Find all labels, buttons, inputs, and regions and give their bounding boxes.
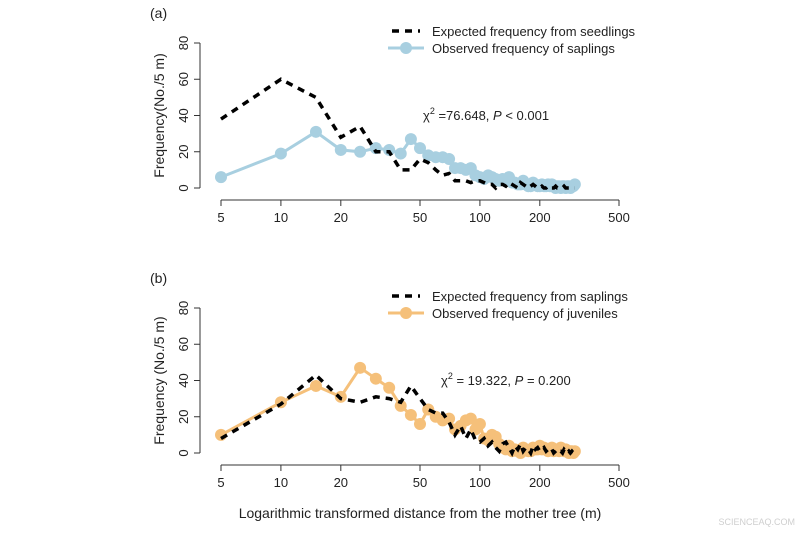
x-tick-label: 20 <box>334 475 348 490</box>
panel-a: (a) 0 20 40 60 80 Frequency(No./5 m) 5 10 20 50 100… <box>150 5 636 225</box>
panel-label: (a) <box>150 5 167 21</box>
x-tick-label: 50 <box>413 475 427 490</box>
chi-square-annotation: χ2 = 19.322, P = 0.200 <box>441 371 571 388</box>
x-tick-label: 500 <box>608 475 630 490</box>
y-tick-label: 20 <box>176 145 191 159</box>
observed-data-point <box>414 142 426 155</box>
observed-data-point <box>443 153 456 165</box>
observed-data-point <box>394 399 407 412</box>
observed-data-point <box>394 147 407 160</box>
y-tick-label: 60 <box>176 337 191 351</box>
x-tick-label: 5 <box>217 475 224 490</box>
x-tick-label: 100 <box>469 475 491 490</box>
y-axis-label: Frequency (No./5 m) <box>151 316 167 444</box>
statistic-value: =76.648, <box>435 108 493 123</box>
legend-expected-label: Expected frequency from seedlings <box>432 24 636 39</box>
superscript: 2 <box>430 106 435 116</box>
observed-data-point <box>354 145 367 158</box>
observed-data-point <box>383 381 396 394</box>
observed-data-point <box>274 147 287 160</box>
observed-data-point <box>404 133 417 146</box>
chi-symbol: χ <box>423 108 430 123</box>
p-value: < 0.001 <box>502 108 549 123</box>
y-tick-label: 40 <box>176 373 191 387</box>
observed-data-point <box>309 379 322 392</box>
observed-data-point <box>568 178 581 191</box>
observed-data-point <box>568 445 581 458</box>
x-tick-label: 100 <box>469 210 491 225</box>
legend-observed-marker <box>400 307 412 319</box>
y-tick-label: 0 <box>176 449 191 456</box>
p-symbol: P <box>515 373 524 388</box>
panel-label: (b) <box>150 270 167 286</box>
x-tick-label: 50 <box>413 210 427 225</box>
chi-symbol: χ <box>441 373 448 388</box>
statistic-value: = 19.322, <box>453 373 515 388</box>
y-tick-label: 80 <box>176 301 191 315</box>
y-tick-label: 20 <box>176 410 191 424</box>
observed-data-point <box>383 143 396 156</box>
y-tick-label: 40 <box>176 108 191 122</box>
observed-data-point <box>354 361 367 374</box>
observed-data-point <box>404 408 417 421</box>
observed-data-point <box>473 418 486 430</box>
x-tick-label: 20 <box>334 210 348 225</box>
x-tick-label: 200 <box>529 210 551 225</box>
observed-data-point <box>464 412 477 425</box>
observed-data-point <box>215 171 227 184</box>
watermark: SCIENCEAQ.COM <box>718 517 795 527</box>
legend-observed-label: Observed frequency of saplings <box>432 41 615 56</box>
y-tick-label: 0 <box>176 184 191 191</box>
y-tick-label: 60 <box>176 72 191 86</box>
legend-observed-marker <box>400 42 412 54</box>
p-value: = 0.200 <box>523 373 570 388</box>
chi-square-annotation: χ2 =76.648, P < 0.001 <box>423 106 549 123</box>
expected-series-line <box>220 372 577 458</box>
y-axis-label: Frequency(No./5 m) <box>151 53 167 177</box>
x-tick-label: 10 <box>274 475 288 490</box>
x-tick-label: 500 <box>608 210 630 225</box>
superscript: 2 <box>448 371 453 381</box>
observed-data-point <box>369 372 382 385</box>
observed-data-point <box>334 143 347 156</box>
expected-series-line <box>220 77 575 191</box>
observed-data-point <box>414 418 426 430</box>
legend-observed-label: Observed frequency of juveniles <box>432 306 618 321</box>
legend-expected-label: Expected frequency from saplings <box>432 289 628 304</box>
observed-data-point <box>309 125 322 138</box>
x-tick-label: 200 <box>529 475 551 490</box>
p-symbol: P <box>493 108 502 123</box>
x-tick-label: 10 <box>274 210 288 225</box>
panel-b: (b) 0 20 40 60 80 Frequency (No./5 m) 5 10 20 50 10… <box>150 270 630 490</box>
x-axis-label: Logarithmic transformed distance from th… <box>239 505 602 521</box>
y-tick-label: 80 <box>176 36 191 50</box>
x-tick-label: 5 <box>217 210 224 225</box>
